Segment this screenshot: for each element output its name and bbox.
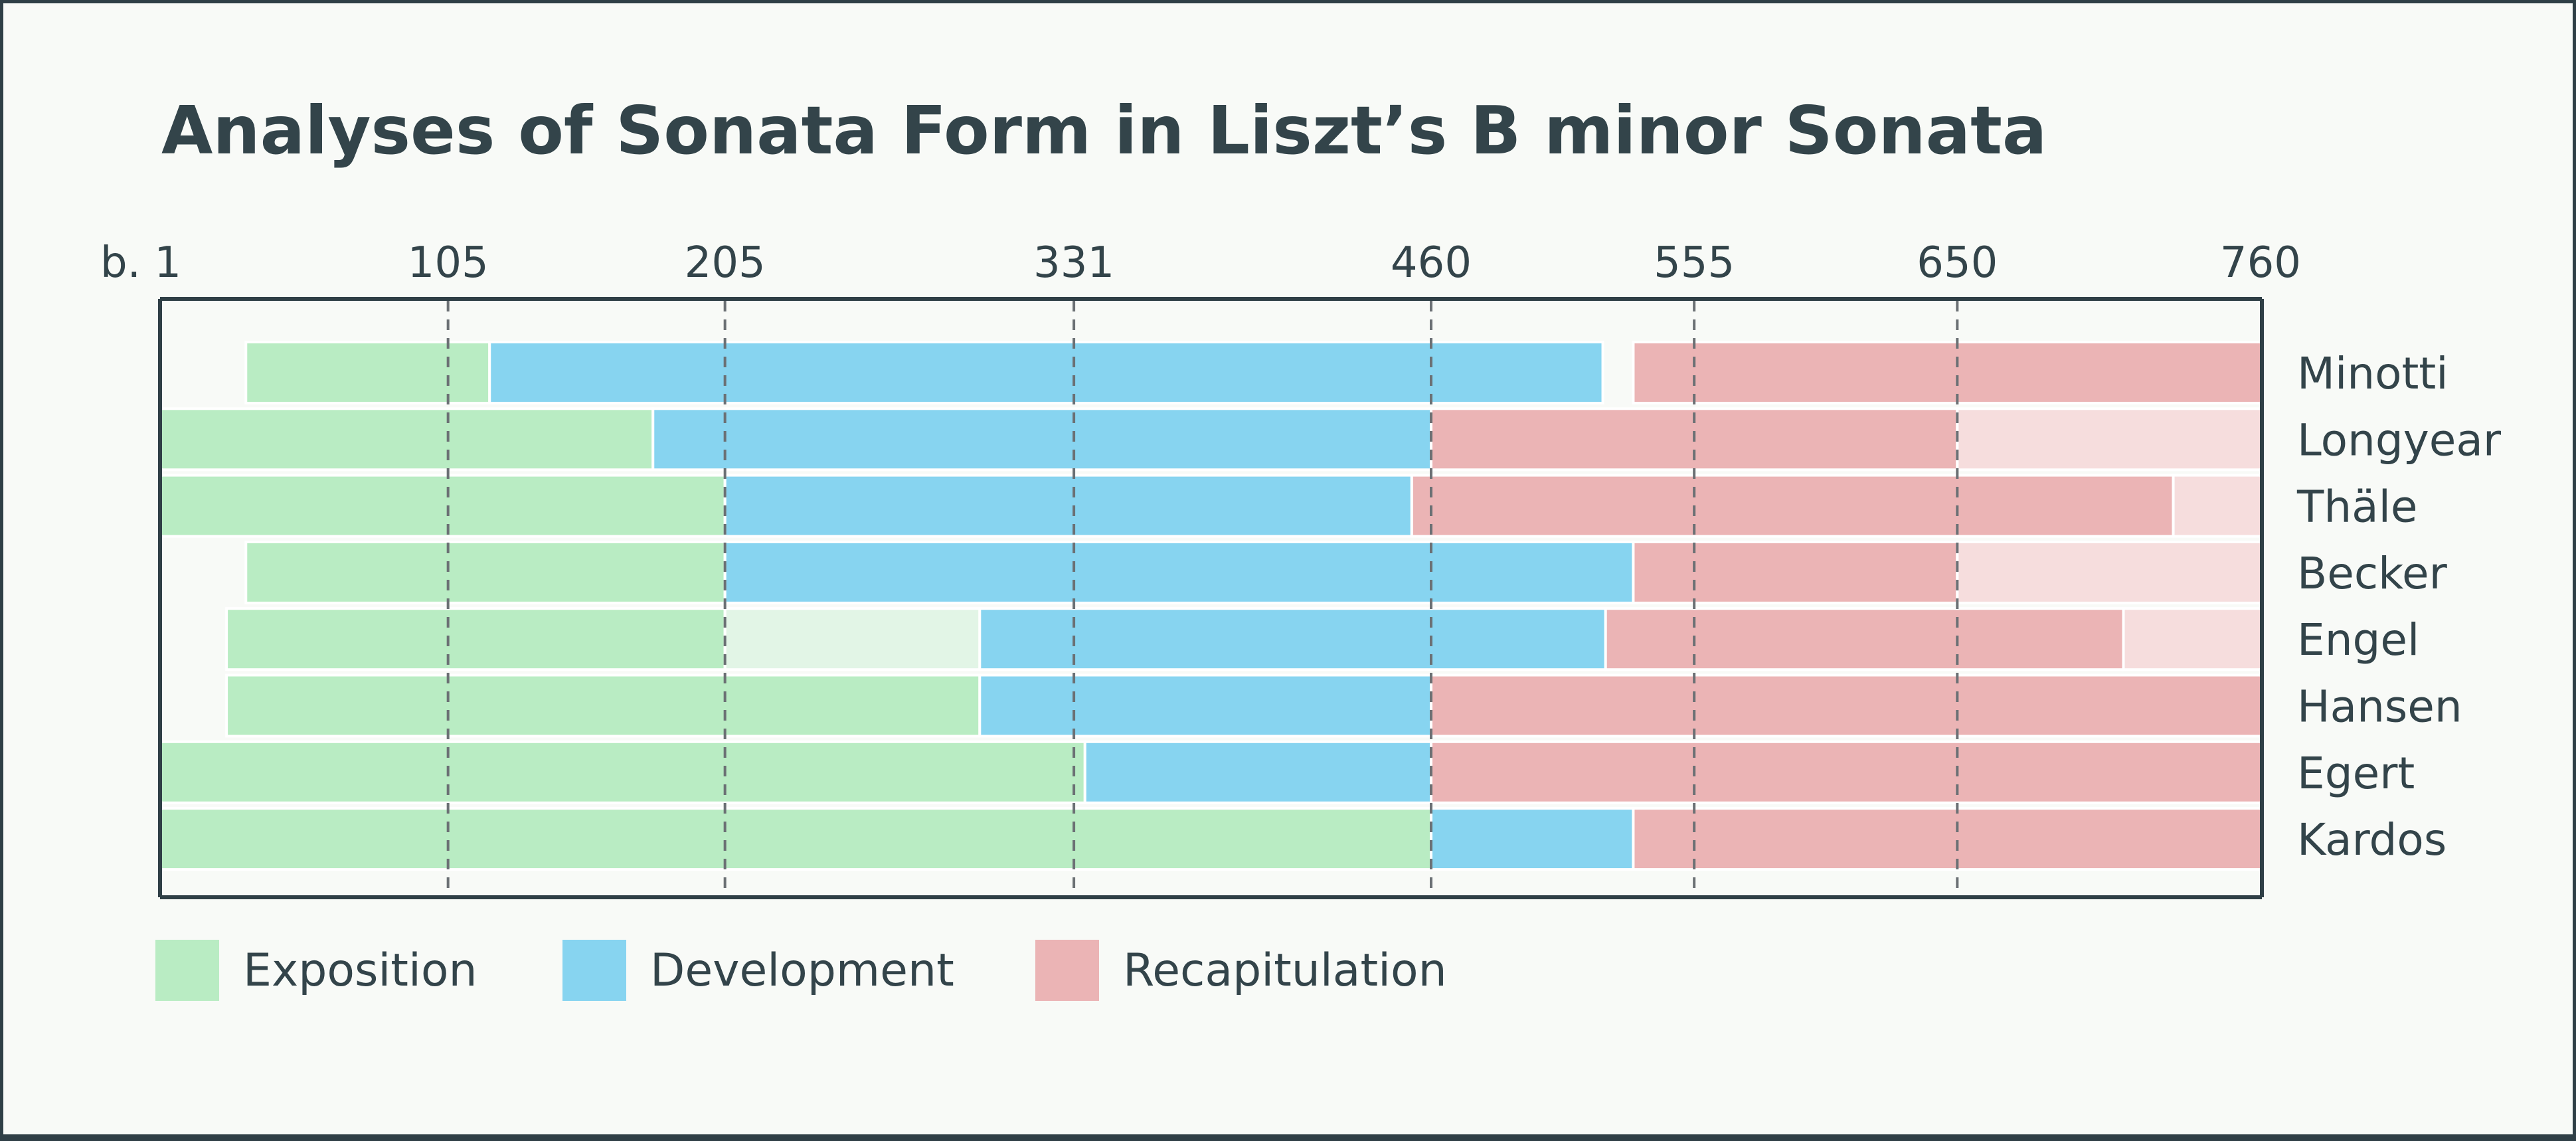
bar-row [225,607,2263,671]
tick-label: 650 [1917,238,1998,288]
bar-segment-exposition [159,474,727,538]
bar-row [159,740,2264,804]
row-label: Becker [2297,548,2448,599]
bar-segment-recapitulation-light [2172,474,2264,538]
row-label: Kardos [2297,814,2447,865]
legend-item-development: Development [562,940,954,1001]
bar-segment-recapitulation [1430,673,2264,738]
legend-item-exposition: Exposition [155,940,477,1001]
row-labels: Minotti Longyear Thäle Becker Engel Hansen Ege… [2296,348,2502,865]
tick-label: 205 [685,238,766,288]
bar-segment-recapitulation [1632,540,1959,604]
bar-segment-recapitulation [1410,474,2175,538]
row-label: Egert [2297,748,2415,799]
legend-label: Recapitulation [1123,944,1447,997]
bar-row [159,474,2264,538]
bar-segment-exposition [225,607,727,671]
bar-segment-exposition [225,673,982,738]
bar-segment-development [723,474,1413,538]
bar-row [244,341,2263,404]
legend-swatch [562,940,626,1001]
gridlines [446,301,1959,895]
bar-segment-exposition [159,807,1433,871]
bar-segment-exposition [159,740,1086,804]
bar-segment-recapitulation [1430,740,2264,804]
legend: Exposition Development Recapitulation [155,940,1447,1001]
tick-label: 105 [408,238,489,288]
bar-segment-exposition [244,341,491,404]
bar-row [159,407,2264,472]
row-label: Minotti [2297,348,2448,399]
tick-label: 555 [1654,238,1735,288]
bar-rows [159,341,2264,871]
legend-swatch [1035,940,1099,1001]
bar-segment-recapitulation-light [2122,607,2263,671]
tick-label: b. 1 [100,238,181,288]
bar-segment-recapitulation [1632,807,2263,871]
axis-frame [158,297,2264,899]
bar-segment-recapitulation-light [1956,540,2264,604]
bar-segment-recapitulation-light [1956,407,2264,472]
chart-title: Analyses of Sonata Form in Liszt’s B min… [161,92,2047,169]
legend-item-recapitulation: Recapitulation [1035,940,1447,1001]
row-label: Hansen [2297,681,2462,733]
legend-swatch [155,940,219,1001]
bar-segment-development [978,673,1433,738]
tick-label: 760 [2220,238,2301,288]
bar-segment-exposition [244,540,727,604]
row-label: Longyear [2297,414,2502,466]
x-axis-ticks: b. 1 105 205 331 460 555 650 760 [100,238,2301,288]
row-label: Engel [2297,614,2419,665]
bar-segment-development [723,540,1635,604]
legend-label: Exposition [243,944,477,997]
bar-segment-recapitulation [1632,341,2263,404]
bar-segment-development [1430,807,1635,871]
bar-row [159,807,2263,871]
tick-label: 331 [1033,238,1114,288]
bar-row [244,540,2264,604]
sonata-form-chart: Analyses of Sonata Form in Liszt’s B min… [100,92,2502,1001]
bar-segment-development [488,341,1604,404]
tick-label: 460 [1391,238,1472,288]
bar-segment-exposition-light [723,607,982,671]
bar-segment-development [651,407,1433,472]
bar-row [225,673,2264,738]
bar-segment-development [1083,740,1433,804]
bar-segment-exposition [159,407,655,472]
legend-label: Development [650,944,954,997]
row-label: Thäle [2296,482,2418,533]
bar-segment-recapitulation [1604,607,2125,671]
